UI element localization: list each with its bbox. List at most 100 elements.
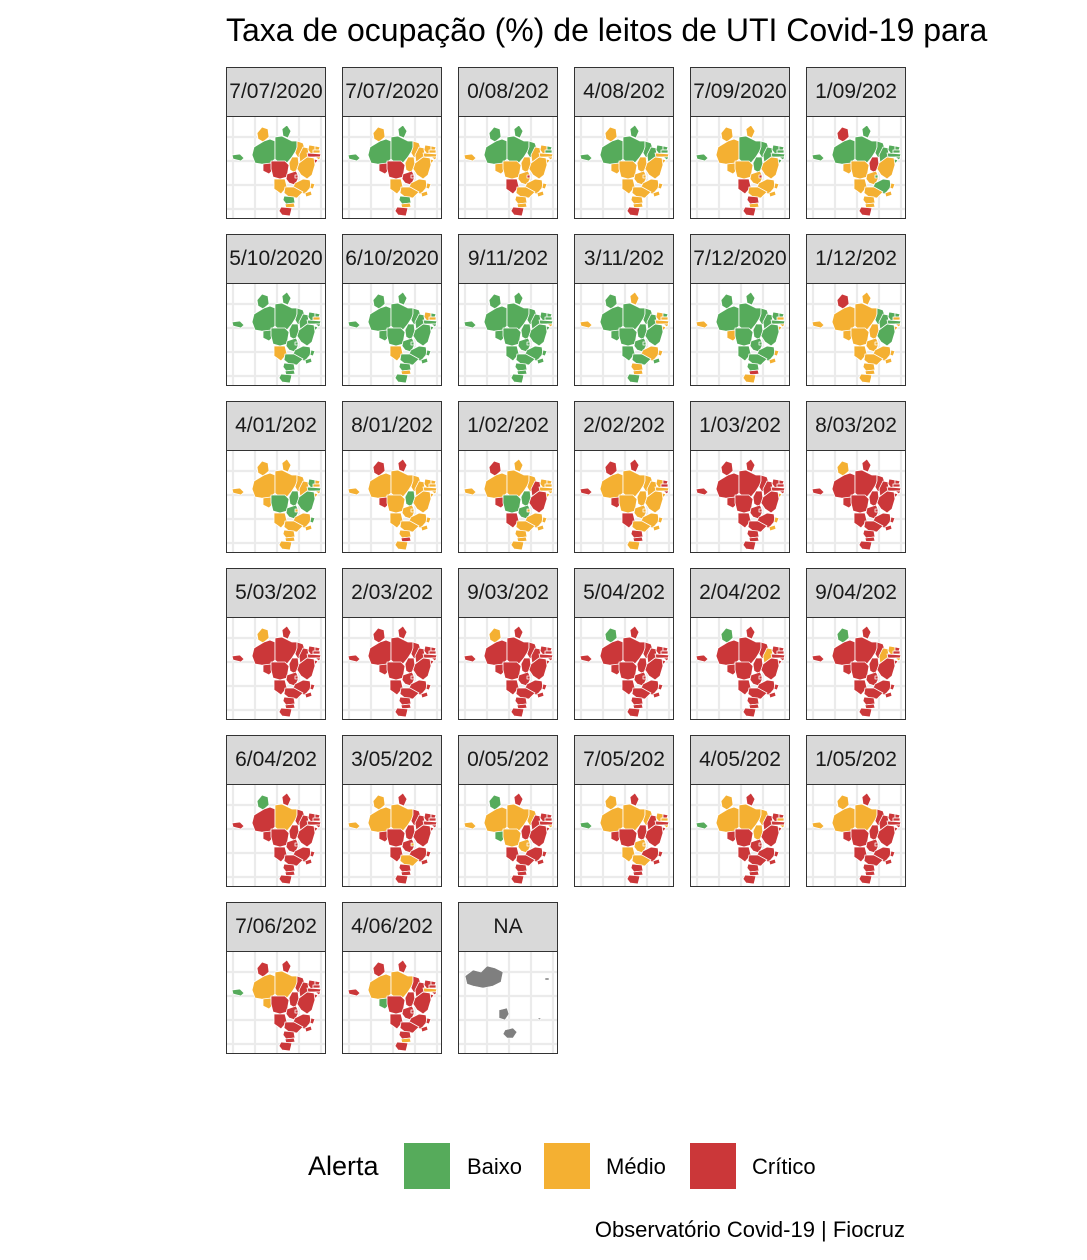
panel-map [575,284,673,385]
region-mato-grosso-do-sul [505,345,520,362]
facet-label: 1/09/202 [815,80,897,103]
panel-map [343,952,441,1053]
region-pernambuco [654,486,670,492]
region-santa-catarina [400,202,412,209]
region-mato-grosso [386,661,406,681]
region-mato-grosso-do-sul [505,846,520,863]
region-santa-catarina [864,870,876,877]
region-paraiba [776,650,785,655]
region-bahia [760,156,780,180]
panel-map [459,284,557,385]
region-mato-grosso [618,327,638,347]
region-tocantins [868,490,880,508]
region-rio-de-janeiro [536,691,545,699]
region-distrito-federal [642,174,647,179]
region-mato-grosso [270,160,290,180]
region-sao-paulo [863,353,884,366]
chart-title: Taxa de ocupação (%) de leitos de UTI Co… [226,12,988,48]
facet-strip: 0/08/202 [458,67,558,117]
region-rio-grande-do-norte [430,145,437,151]
facet-label: 3/11/202 [583,247,665,270]
facet-label: 4/01/202 [235,414,317,437]
region-roraima [256,126,270,143]
region-tocantins [752,323,764,341]
panel-map [459,952,557,1053]
facet-strip: 5/10/2020 [226,234,326,284]
facet-label: 7/06/202 [235,915,317,938]
region-rio-grande-do-norte [662,646,669,652]
region-pernambuco [306,653,322,659]
region-mato-grosso [502,494,522,514]
region-bahia [760,657,780,681]
region-santa-catarina [632,202,644,209]
region-amapa [281,625,292,640]
region-rio-de-janeiro [304,524,313,532]
facet-map-area [342,784,442,887]
region-santa-catarina [284,1037,296,1044]
facet-panel: 1/03/202 [690,401,790,553]
region-espirito-santo [309,349,316,357]
facet-label: 2/03/202 [351,581,433,604]
region-pernambuco [538,653,554,659]
region-pernambuco [770,319,786,325]
region-sao-paulo [863,854,884,867]
region-distrito-federal [874,508,879,513]
region-roraima [720,627,734,644]
region-amapa [745,625,756,640]
facet-strip: 1/12/202 [806,234,906,284]
region-sao-paulo [863,520,884,533]
region-tocantins [520,323,532,341]
region-espirito-santo [425,182,432,190]
region-espirito-santo [425,516,432,524]
facet-panel: 3/05/202 [342,735,442,887]
region-acre [231,320,245,329]
region-mato-grosso [734,327,754,347]
region-alagoas [778,824,786,829]
region-paraiba [428,650,437,655]
region-paraiba [660,650,669,655]
facet-map-area [458,116,558,219]
region-rio-de-janeiro [304,858,313,866]
region-alagoas [894,323,902,328]
region-acre [463,821,477,830]
region-rio-grande-do-norte [662,145,669,151]
region-mato-grosso [734,661,754,681]
caption: Observatório Covid-19 | Fiocruz [594,1217,905,1242]
region-amapa [397,959,408,974]
region-mato-grosso-do-sul [505,178,520,195]
panel-map [807,785,905,886]
facet-panel: 2/04/202 [690,568,790,720]
region-acre [347,821,361,830]
region-paraiba [544,316,553,321]
region-pernambuco [886,820,902,826]
region-mato-grosso-do-sul [853,345,868,362]
region-rio-de-janeiro [884,691,893,699]
region-bahia [760,490,780,514]
region-amapa [281,959,292,974]
region-roraima [372,961,386,978]
region-rio-grande-do-norte [314,312,321,318]
region-rio-de-janeiro [768,691,777,699]
facet-map-area [458,450,558,553]
region-rio-grande-do-norte [778,312,785,318]
region-rio-grande-do-sul [858,540,873,551]
region-rio-grande-do-sul [278,373,293,384]
region-alagoas [662,824,670,829]
region-amapa [281,792,292,807]
region-mato-grosso-do-sul [853,679,868,696]
region-roraima [604,126,618,143]
facet-strip: 3/11/202 [574,234,674,284]
region-tocantins [752,490,764,508]
region-santa-catarina [516,536,528,543]
region-amapa [513,792,524,807]
region-bahia [644,490,664,514]
region-roraima [720,293,734,310]
region-tocantins [520,824,532,842]
region-rio-grande-do-norte [894,479,901,485]
small-multiples-grid: 7/07/2020 7/07/2020 0/08/202 4/08/202 7/09/2… [226,67,906,1054]
region-alagoas [430,490,438,495]
facet-panel: 2/03/202 [342,568,442,720]
region-rio-de-janeiro [420,691,429,699]
region-mato-grosso [850,828,870,848]
facet-strip: 1/03/202 [690,401,790,451]
